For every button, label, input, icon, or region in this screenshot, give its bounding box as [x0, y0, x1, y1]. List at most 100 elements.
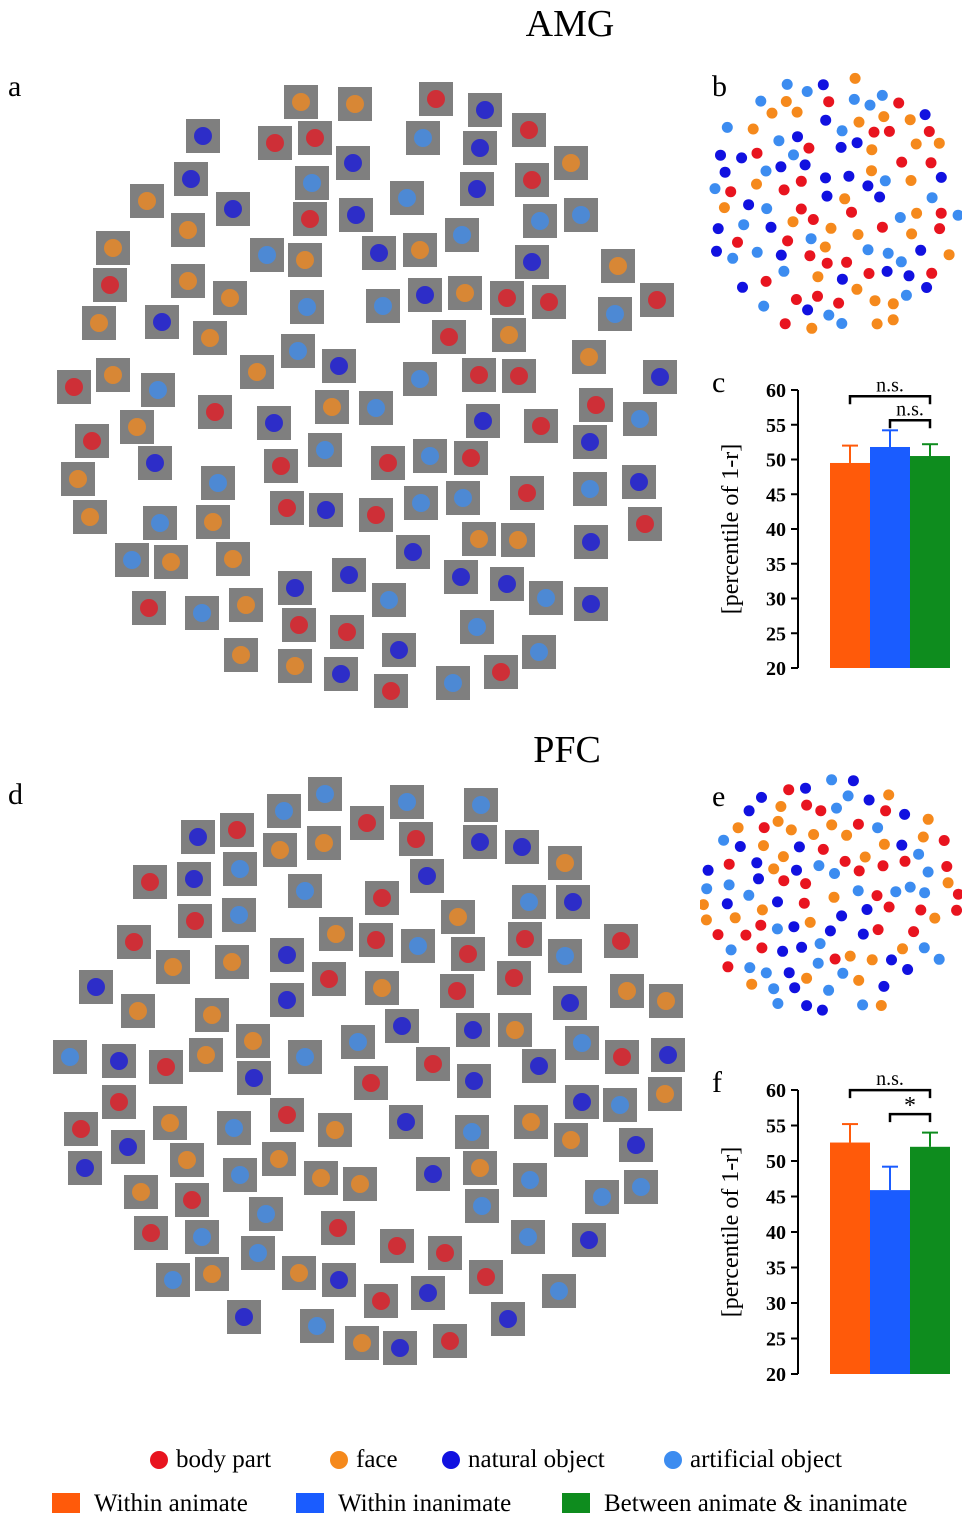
- stimulus-image-icon: [295, 881, 314, 900]
- stimulus-image-thumbnail: [648, 983, 683, 1018]
- category-dot: [919, 109, 931, 121]
- stimulus-image-thumbnail: [321, 1211, 356, 1246]
- category-dot: [851, 283, 863, 295]
- y-tick-label: 45: [766, 484, 786, 506]
- category-dot: [843, 170, 855, 182]
- stimulus-image-icon: [285, 657, 304, 676]
- stimulus-image-thumbnail: [359, 923, 394, 958]
- stimulus-image-icon: [497, 575, 516, 594]
- stimulus-image-icon: [265, 133, 284, 152]
- stimulus-image-thumbnail: [222, 1157, 257, 1192]
- stimulus-image-icon: [110, 1093, 129, 1112]
- stimulus-image-icon: [468, 617, 487, 636]
- stimulus-image-thumbnail: [510, 1219, 545, 1254]
- category-dot: [836, 273, 848, 285]
- category-dot: [812, 290, 823, 302]
- stimulus-image-thumbnail: [454, 1114, 489, 1149]
- category-dot: [701, 883, 713, 895]
- category-dot: [866, 954, 878, 966]
- stimulus-image-icon: [505, 1020, 524, 1039]
- stimulus-image-icon: [316, 500, 335, 519]
- stimulus-image-icon: [83, 432, 102, 451]
- stimulus-image-icon: [202, 1264, 221, 1283]
- category-dot: [760, 165, 772, 177]
- category-dot: [737, 281, 748, 293]
- category-dot: [751, 178, 762, 190]
- stimulus-image-thumbnail: [148, 1049, 183, 1084]
- stimulus-image-thumbnail: [289, 290, 324, 325]
- stimulus-image-thumbnail: [564, 1084, 599, 1119]
- stimulus-image-icon: [297, 298, 316, 317]
- stimulus-image-icon: [278, 498, 297, 517]
- stimulus-image-thumbnail: [331, 558, 366, 593]
- category-dot: [863, 268, 875, 279]
- stimulus-image-thumbnail: [196, 504, 230, 539]
- stimulus-image-icon: [271, 456, 290, 475]
- stimulus-image-thumbnail: [277, 649, 312, 684]
- stimulus-image-thumbnail: [75, 424, 110, 459]
- category-dot: [758, 840, 769, 852]
- stimulus-image-icon: [475, 101, 494, 120]
- legend-label-body-part: body part: [176, 1446, 272, 1473]
- category-dot: [760, 967, 772, 979]
- stimulus-image-thumbnail: [329, 615, 364, 650]
- stimulus-image-thumbnail: [497, 1012, 532, 1047]
- stimulus-image-icon: [257, 245, 276, 264]
- stimulus-image-thumbnail: [514, 244, 549, 279]
- category-dot: [725, 944, 737, 956]
- bar-chart-amg: 20 25 30 35 40 45 50 55 60 [percentile of 1-r] n.s…: [718, 374, 950, 680]
- stimulus-image-icon: [337, 623, 356, 642]
- stimulus-image-thumbnail: [379, 1229, 414, 1264]
- category-dot: [799, 159, 811, 171]
- stimulus-image-icon: [145, 454, 164, 473]
- stimulus-image-icon: [411, 241, 430, 260]
- stimulus-image-thumbnail: [353, 1065, 388, 1100]
- stimulus-image-thumbnail: [269, 982, 304, 1017]
- stimulus-image-icon: [421, 446, 440, 465]
- category-dot: [751, 246, 763, 258]
- stimulus-image-icon: [470, 138, 489, 157]
- stimulus-image-icon: [648, 291, 667, 310]
- stimulus-image-icon: [398, 793, 417, 812]
- category-dot: [913, 848, 925, 860]
- stimulus-image-thumbnail: [226, 1299, 261, 1334]
- stimulus-image-thumbnail: [643, 360, 677, 395]
- stimulus-image-thumbnail: [219, 813, 254, 848]
- category-dot: [712, 223, 724, 235]
- stimulus-image-icon: [371, 1292, 390, 1311]
- stimulus-image-icon: [513, 837, 532, 856]
- category-dot: [772, 896, 783, 908]
- stimulus-image-thumbnail: [223, 638, 258, 673]
- category-dot: [814, 938, 826, 950]
- stimulus-image-thumbnail: [194, 1256, 229, 1291]
- stimulus-image-icon: [440, 328, 459, 347]
- stimulus-image-icon: [122, 550, 141, 569]
- category-dot: [894, 212, 906, 223]
- stimulus-image-thumbnail: [609, 973, 644, 1008]
- category-legend: body part face natural object artificial…: [0, 1446, 962, 1476]
- category-dot: [943, 249, 955, 261]
- stimulus-image-icon: [580, 433, 599, 452]
- stimulus-image-thumbnail: [82, 305, 117, 340]
- stimulus-image-thumbnail: [324, 657, 359, 692]
- y-axis-label: [percentile of 1-r]: [718, 1147, 744, 1318]
- y-tick-label: 45: [766, 1187, 786, 1209]
- category-dot: [903, 270, 915, 282]
- stimulus-image-thumbnail: [153, 544, 188, 579]
- category-dot: [926, 267, 938, 279]
- stimulus-image-icon: [522, 252, 541, 271]
- stimulus-image-thumbnail: [522, 203, 557, 238]
- category-dot: [896, 839, 908, 851]
- stimulus-image-thumbnail: [564, 198, 599, 233]
- stimulus-image-thumbnail: [262, 1142, 297, 1177]
- stimulus-image-icon: [234, 1307, 253, 1326]
- stimulus-image-thumbnail: [236, 1061, 271, 1095]
- stimulus-image-icon: [658, 1046, 677, 1065]
- y-tick-label: 25: [766, 623, 786, 645]
- stimulus-image-icon: [497, 289, 516, 308]
- stimulus-image-thumbnail: [511, 113, 546, 148]
- stimulus-image-icon: [582, 532, 601, 551]
- stimulus-image-thumbnail: [308, 492, 343, 527]
- stimulus-image-icon: [104, 238, 123, 257]
- stimulus-image-icon: [181, 170, 200, 189]
